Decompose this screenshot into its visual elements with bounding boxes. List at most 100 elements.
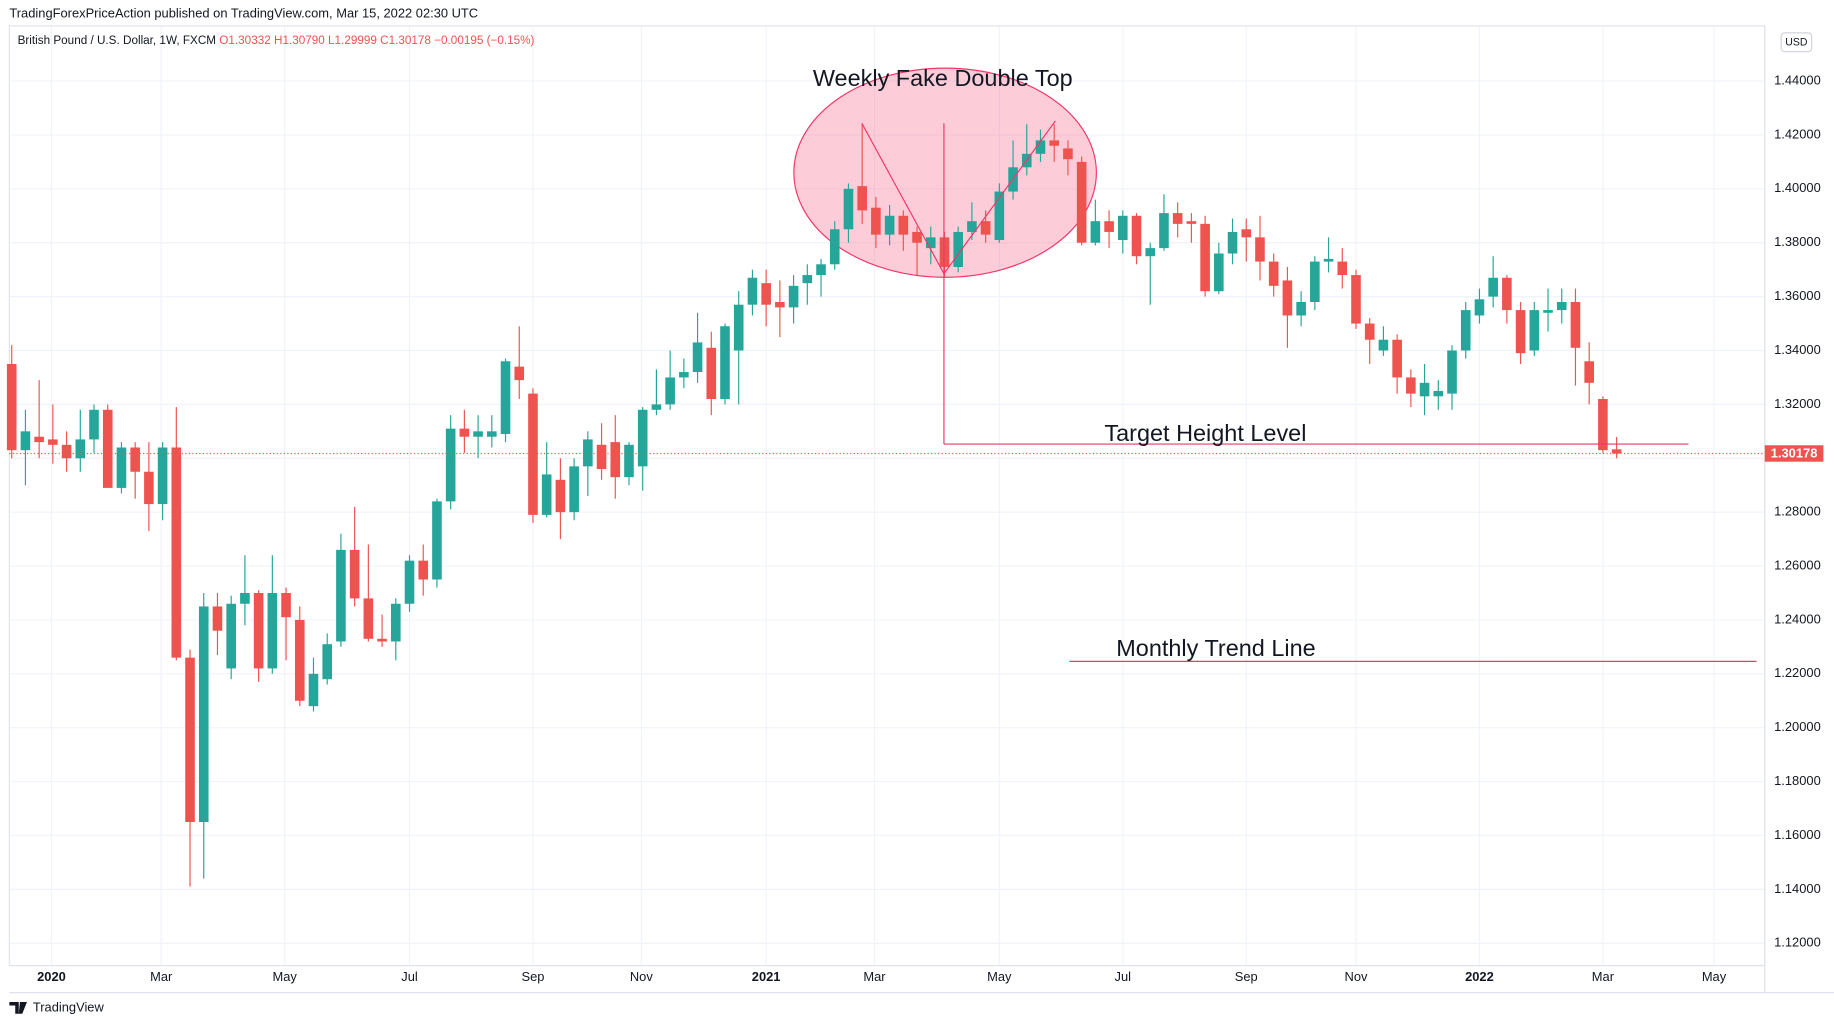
candle-body [363, 598, 374, 639]
candle-body [1172, 213, 1183, 224]
x-tick-label: Mar [1592, 969, 1615, 984]
currency[interactable]: USD [1785, 37, 1808, 49]
candle-body [1570, 302, 1581, 348]
candle-body [294, 619, 305, 701]
candle-body [20, 431, 31, 451]
y-tick-label: 1.32000 [1774, 396, 1821, 411]
last-price-label: 1.30178 [1771, 445, 1818, 460]
y-tick-label: 1.34000 [1774, 342, 1821, 357]
candle-body [102, 409, 113, 488]
candle-body [679, 372, 689, 378]
y-tick-label: 1.22000 [1774, 665, 1821, 680]
candle-body [925, 237, 936, 249]
highlight-ellipse [793, 67, 1097, 278]
x-tick-label: May [1702, 969, 1727, 984]
candle-body [1337, 261, 1348, 276]
candle-body [1310, 261, 1320, 303]
candle-body [994, 191, 1005, 241]
candle-body [528, 393, 538, 515]
brand: TradingView [33, 999, 105, 1014]
candle-body [390, 603, 401, 642]
x-tick-label: 2021 [752, 969, 781, 984]
candle-body [377, 638, 387, 642]
candle-body [967, 221, 977, 232]
candle-body [802, 275, 813, 284]
candle-body [500, 361, 511, 435]
ohlc-value: O1.30332 [219, 34, 270, 47]
x-tick-label: Mar [863, 969, 886, 984]
candle-body [144, 471, 154, 505]
candle-body [1049, 140, 1060, 146]
x-tick-label: 2022 [1465, 969, 1494, 984]
candle-body [1433, 390, 1444, 397]
candle-body [1145, 248, 1156, 257]
y-tick-label: 1.38000 [1774, 234, 1821, 249]
logo [9, 1002, 27, 1014]
candle-body [1323, 258, 1334, 262]
candle-body [761, 283, 771, 305]
candle-body [6, 363, 17, 451]
candle-body [829, 229, 840, 265]
candle-body [1104, 221, 1114, 232]
candle-body [253, 592, 264, 669]
candle-body [267, 592, 278, 669]
candle-body [1186, 221, 1197, 224]
candle-body [404, 560, 415, 604]
currency-box[interactable] [1780, 32, 1813, 53]
candle-body [596, 444, 607, 470]
candle-body [788, 285, 799, 308]
candle-body [733, 304, 744, 351]
candle-body [1090, 221, 1101, 243]
annotation: Monthly Trend Line [1116, 635, 1315, 661]
candle-body [226, 603, 236, 669]
candle-body [322, 644, 333, 680]
candle-body [1543, 310, 1553, 313]
y-tick-label: 1.36000 [1774, 288, 1821, 303]
symbol: British Pound / U.S. Dollar, 1W, FXCM [18, 34, 216, 47]
candle-body [1214, 253, 1224, 292]
candle-body [912, 231, 922, 243]
x-tick-label: 2020 [37, 969, 66, 984]
candle-body [1063, 148, 1073, 160]
y-tick-label: 1.18000 [1774, 773, 1821, 788]
x-tick-label: Mar [150, 969, 173, 984]
candle-body [706, 347, 717, 399]
y-tick-label: 1.20000 [1774, 719, 1821, 734]
candle-body [692, 342, 703, 373]
candle-body [555, 479, 566, 513]
last-price-tag [1764, 445, 1824, 462]
candle-body [1351, 275, 1361, 324]
x-tick-label: Sep [521, 969, 544, 984]
annotation: Target Height Level [1104, 420, 1306, 446]
candle-body [775, 302, 785, 308]
y-tick-label: 1.14000 [1774, 881, 1821, 896]
y-tick-label: 1.26000 [1774, 557, 1821, 572]
candle-body [953, 231, 963, 267]
candle-body [884, 215, 895, 235]
candle-body [1598, 398, 1608, 451]
candle-body [1406, 377, 1416, 394]
y-tick-label: 1.28000 [1774, 504, 1821, 519]
candle-body [34, 436, 44, 443]
ohlc-value: H1.30790 [274, 34, 325, 47]
candle-body [349, 549, 360, 599]
candle-body [541, 474, 552, 515]
annotation: Weekly Fake Double Top [813, 65, 1073, 91]
candle-body [459, 428, 470, 437]
candle-body [1460, 310, 1471, 351]
candle-body [1227, 231, 1238, 254]
candle-body [1584, 361, 1594, 383]
ohlc-value: C1.30178 [380, 34, 431, 47]
x-tick-label: Sep [1235, 969, 1258, 984]
candle-body [48, 439, 58, 445]
candle-body [857, 186, 867, 211]
candle-body [336, 549, 346, 642]
ohlc-value: L1.29999 [328, 34, 377, 47]
candle-body [1268, 261, 1279, 286]
pattern-lines [861, 120, 1757, 662]
candle-body [871, 207, 881, 235]
candle-body [1255, 237, 1265, 262]
candle-body [1035, 140, 1046, 154]
y-tick-label: 1.42000 [1774, 126, 1821, 141]
candle-body [569, 466, 579, 513]
